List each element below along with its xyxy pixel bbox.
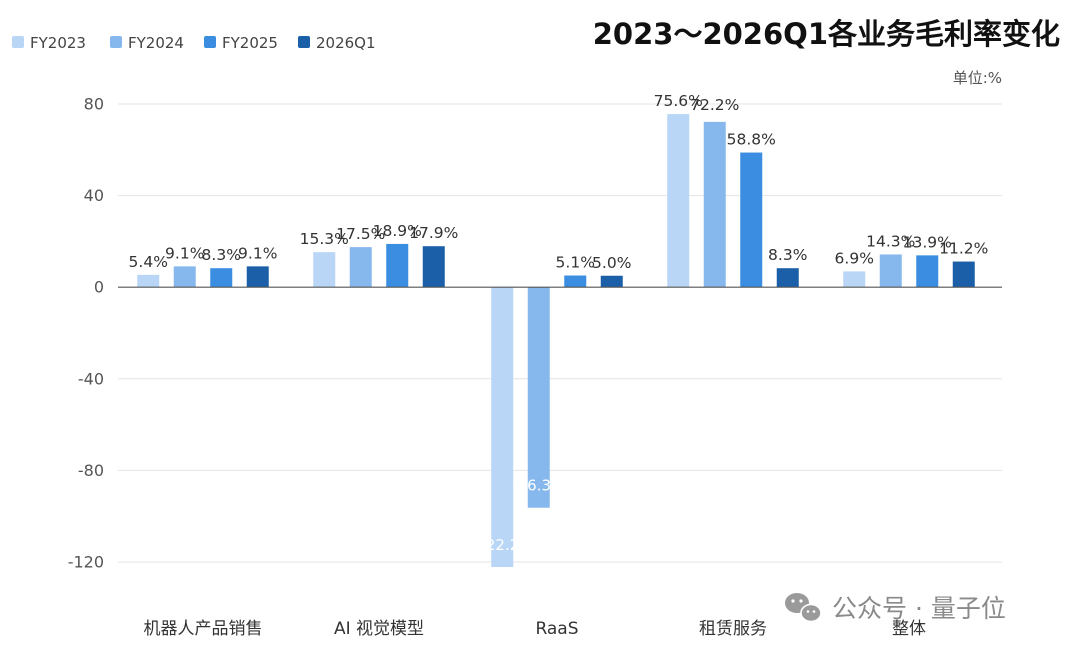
bar (386, 243, 409, 288)
category-label: AI 视觉模型 (334, 619, 424, 639)
bar (210, 268, 233, 288)
bar (564, 275, 587, 288)
bar (879, 254, 902, 288)
data-label: 8.3% (202, 246, 241, 264)
y-tick-label: -120 (68, 553, 104, 572)
data-label: 14.3% (866, 232, 915, 250)
data-label: 72.2% (690, 96, 739, 114)
data-label: 6.9% (835, 249, 874, 267)
category-label: 整体 (892, 619, 926, 639)
x-axis-categories: 机器人产品销售 AI 视觉模型 RaaS 租赁服务 整体 (144, 619, 927, 639)
watermark-text: 公众号 · 量子位 (832, 594, 1006, 623)
bar (313, 252, 336, 288)
y-axis-ticks: 80 40 0 -40 -80 -120 (68, 95, 104, 572)
data-label: 11.2% (939, 240, 988, 258)
legend-swatch (298, 36, 310, 48)
legend-label: 2026Q1 (316, 34, 376, 52)
data-labels: 5.4% 15.3% -122.2% 75.6% 6.9% 9.1% 17.5% -96.3%… (118, 92, 1002, 554)
watermark: 公众号 · 量子位 (785, 593, 1006, 623)
bar (173, 266, 196, 288)
bar (349, 247, 372, 288)
data-label: 5.4% (129, 253, 168, 271)
legend-swatch (204, 36, 216, 48)
category-label: 机器人产品销售 (144, 619, 263, 639)
bar (137, 274, 160, 288)
data-label: 17.9% (409, 224, 458, 242)
bar (916, 255, 939, 288)
wechat-icon (785, 593, 822, 623)
bar (776, 268, 799, 288)
data-label: 9.1% (238, 244, 277, 262)
legend-label: FY2023 (30, 34, 86, 52)
bar (527, 287, 550, 508)
y-tick-label: 40 (84, 186, 104, 205)
y-tick-label: 80 (84, 95, 104, 114)
gridlines (118, 103, 1002, 563)
bar (600, 275, 623, 288)
y-tick-label: -40 (78, 369, 104, 388)
bar (703, 121, 726, 288)
category-label: RaaS (535, 619, 578, 639)
y-tick-label: -80 (78, 461, 104, 480)
bar (422, 246, 445, 288)
legend: FY2023 FY2024 FY2025 2026Q1 (12, 34, 376, 52)
unit-label: 单位:% (953, 69, 1002, 87)
data-label: 58.8% (727, 131, 776, 149)
data-label: 8.3% (768, 246, 807, 264)
y-tick-label: 0 (94, 278, 104, 297)
legend-label: FY2024 (128, 34, 184, 52)
data-label: 9.1% (165, 244, 204, 262)
data-label: 5.0% (592, 254, 631, 272)
chart-title: 2023～2026Q1各业务毛利率变化 (593, 17, 1060, 51)
bar (667, 114, 690, 288)
bars (137, 114, 975, 568)
data-label: -122.2% (471, 536, 534, 554)
category-label: 租赁服务 (699, 619, 767, 639)
bar (740, 152, 763, 288)
data-label: 13.9% (903, 233, 952, 251)
legend-label: FY2025 (222, 34, 278, 52)
data-label: 5.1% (556, 254, 595, 272)
bar (246, 266, 269, 288)
data-label: 15.3% (300, 230, 349, 248)
data-label: -96.3% (512, 477, 565, 495)
bar (491, 287, 514, 568)
legend-swatch (110, 36, 122, 48)
data-label: 18.9% (373, 222, 422, 240)
data-label: 75.6% (654, 92, 703, 110)
legend-swatch (12, 36, 24, 48)
bar (843, 271, 866, 288)
data-label: 17.5% (336, 225, 385, 243)
bar (952, 261, 975, 288)
